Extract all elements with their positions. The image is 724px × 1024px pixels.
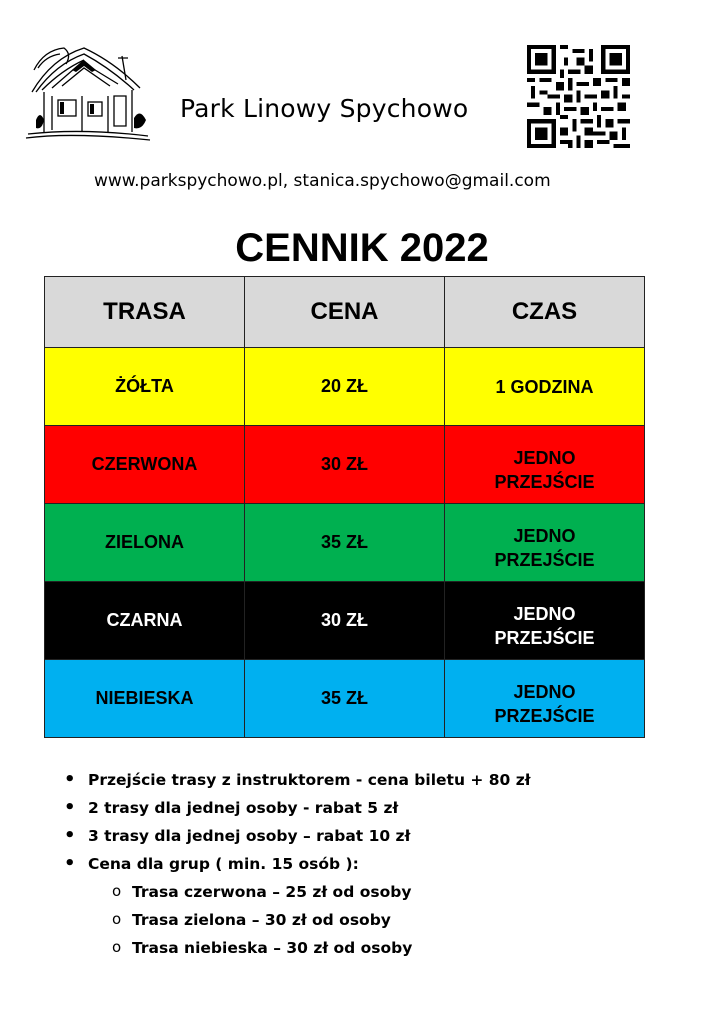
time-cell: 1 GODZINA bbox=[444, 347, 645, 426]
page-title: CENNIK 2022 bbox=[235, 226, 489, 270]
route-cell: NIEBIESKA bbox=[44, 659, 245, 738]
header-price: CENA bbox=[244, 276, 445, 348]
list-item: Trasa niebieska – 30 zł od osoby bbox=[112, 933, 412, 962]
time-line-1: 1 GODZINA bbox=[495, 376, 594, 397]
table-row: ŻÓŁTA 20 ZŁ 1 GODZINA bbox=[44, 347, 645, 426]
time-line-2: PRZEJŚCIE bbox=[494, 705, 595, 726]
route-cell: CZERWONA bbox=[44, 425, 245, 504]
price-table: TRASA CENA CZAS ŻÓŁTA 20 ZŁ 1 GODZINA CZERW… bbox=[44, 276, 645, 738]
time-line-2: PRZEJŚCIE bbox=[494, 549, 595, 570]
list-item: Przejście trasy z instruktorem - cena bi… bbox=[62, 766, 531, 794]
table-row: CZERWONA 30 ZŁ JEDNO PRZEJŚCIE bbox=[44, 425, 645, 504]
route-cell: CZARNA bbox=[44, 581, 245, 660]
price-cell: 20 ZŁ bbox=[244, 347, 445, 426]
table-row: CZARNA 30 ZŁ JEDNO PRZEJŚCIE bbox=[44, 581, 645, 660]
price-cell: 30 ZŁ bbox=[244, 581, 445, 660]
time-line-2: PRZEJŚCIE bbox=[494, 627, 595, 648]
table-header-row: TRASA CENA CZAS bbox=[44, 276, 645, 348]
time-cell: JEDNO PRZEJŚCIE bbox=[444, 581, 645, 660]
time-cell: JEDNO PRZEJŚCIE bbox=[444, 659, 645, 738]
time-cell: JEDNO PRZEJŚCIE bbox=[444, 425, 645, 504]
park-name: Park Linowy Spychowo bbox=[180, 94, 469, 123]
header-time: CZAS bbox=[444, 276, 645, 348]
time-line-1: JEDNO bbox=[513, 603, 576, 624]
time-line-1: JEDNO bbox=[513, 525, 576, 546]
list-item: 3 trasy dla jednej osoby – rabat 10 zł bbox=[62, 822, 531, 850]
header-route: TRASA bbox=[44, 276, 245, 348]
contact-info: www.parkspychowo.pl, stanica.spychowo@gm… bbox=[94, 171, 551, 191]
time-line-1: JEDNO bbox=[513, 447, 576, 468]
route-cell: ŻÓŁTA bbox=[44, 347, 245, 426]
house-sketch-icon bbox=[25, 47, 151, 141]
table-row: ZIELONA 35 ZŁ JEDNO PRZEJŚCIE bbox=[44, 503, 645, 582]
time-line-2: PRZEJŚCIE bbox=[494, 471, 595, 492]
route-cell: ZIELONA bbox=[44, 503, 245, 582]
price-cell: 35 ZŁ bbox=[244, 659, 445, 738]
list-item: Cena dla grup ( min. 15 osób ): bbox=[62, 850, 531, 878]
list-item: Trasa zielona – 30 zł od osoby bbox=[112, 905, 412, 934]
table-row: NIEBIESKA 35 ZŁ JEDNO PRZEJŚCIE bbox=[44, 659, 645, 738]
time-line-1: JEDNO bbox=[513, 681, 576, 702]
qr-code-icon bbox=[527, 45, 630, 148]
list-item: Trasa czerwona – 25 zł od osoby bbox=[112, 877, 412, 906]
notes-list: Przejście trasy z instruktorem - cena bi… bbox=[62, 766, 531, 878]
price-cell: 35 ZŁ bbox=[244, 503, 445, 582]
time-cell: JEDNO PRZEJŚCIE bbox=[444, 503, 645, 582]
group-prices-list: Trasa czerwona – 25 zł od osoby Trasa zi… bbox=[112, 877, 412, 962]
price-cell: 30 ZŁ bbox=[244, 425, 445, 504]
list-item: 2 trasy dla jednej osoby - rabat 5 zł bbox=[62, 794, 531, 822]
